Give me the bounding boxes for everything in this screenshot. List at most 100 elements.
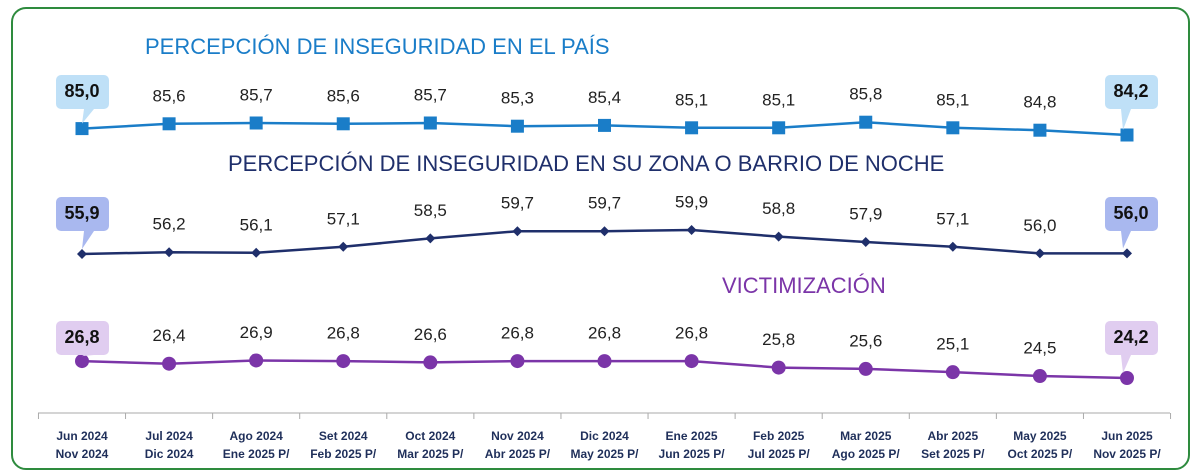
- marker: [773, 231, 784, 242]
- value-label: 26,8: [588, 324, 621, 343]
- marker: [599, 226, 610, 237]
- callout: [1105, 197, 1158, 249]
- marker: [510, 354, 525, 369]
- marker: [597, 354, 612, 369]
- value-label: 85,6: [327, 86, 360, 105]
- x-tick-label: Abr 2025 P/: [485, 447, 551, 461]
- value-label: 24,2: [1113, 327, 1148, 347]
- value-label: 25,1: [936, 335, 969, 354]
- value-label: 26,8: [501, 324, 534, 343]
- x-tick-label: Feb 2025: [753, 429, 805, 443]
- value-label: 57,1: [936, 209, 969, 228]
- x-tick-label: Nov 2024: [491, 429, 544, 443]
- series-title: VICTIMIZACIÓN: [722, 273, 886, 298]
- value-label: 26,8: [675, 324, 708, 343]
- x-tick-label: Abr 2025: [927, 429, 978, 443]
- x-tick-label: Jun 2025: [1101, 429, 1153, 443]
- marker: [510, 119, 524, 133]
- marker: [947, 241, 958, 252]
- value-label: 26,4: [153, 326, 186, 345]
- value-label: 58,5: [414, 201, 447, 220]
- value-label: 85,1: [675, 90, 708, 109]
- x-tick-label: Nov 2024: [56, 447, 109, 461]
- marker: [249, 116, 263, 130]
- value-label: 25,6: [849, 331, 882, 350]
- marker: [164, 247, 175, 258]
- value-label: 58,8: [762, 199, 795, 218]
- callout: [1105, 75, 1158, 130]
- value-label: 85,8: [849, 85, 882, 104]
- callout: [56, 321, 109, 357]
- marker: [77, 249, 87, 259]
- value-label: 59,9: [675, 192, 708, 211]
- x-tick-label: Jul 2025 P/: [748, 447, 811, 461]
- marker: [512, 226, 523, 237]
- marker: [1120, 371, 1134, 385]
- marker: [423, 116, 437, 130]
- value-label: 85,1: [936, 90, 969, 109]
- marker: [1034, 248, 1045, 259]
- x-tick-label: May 2025: [1013, 429, 1067, 443]
- marker: [336, 354, 351, 369]
- value-label: 26,6: [414, 325, 447, 344]
- marker: [598, 118, 611, 132]
- value-label: 85,6: [153, 86, 186, 105]
- x-tick-label: Oct 2024: [405, 429, 455, 443]
- callout: [56, 75, 109, 124]
- marker: [423, 355, 438, 370]
- marker: [338, 241, 349, 252]
- x-tick-label: Nov 2025 P/: [1093, 447, 1161, 461]
- value-label: 24,5: [1023, 339, 1056, 358]
- frame: [11, 7, 1190, 470]
- marker: [859, 115, 873, 129]
- marker: [336, 117, 350, 131]
- marker: [162, 356, 177, 371]
- x-tick-label: May 2025 P/: [570, 447, 639, 461]
- marker: [945, 365, 960, 380]
- x-tick-label: Jul 2024: [145, 429, 193, 443]
- value-label: 55,9: [64, 203, 99, 223]
- marker: [1120, 128, 1134, 142]
- marker: [1033, 123, 1047, 137]
- marker: [858, 361, 873, 376]
- value-label: 85,7: [414, 85, 447, 104]
- series-title: PERCEPCIÓN DE INSEGURIDAD EN EL PAÍS: [145, 34, 610, 59]
- value-label: 85,1: [762, 90, 795, 109]
- marker: [860, 237, 871, 247]
- x-tick-label: Set 2024: [319, 429, 368, 443]
- marker: [686, 225, 697, 235]
- marker: [249, 353, 264, 368]
- x-tick-label: Jun 2024: [56, 429, 108, 443]
- marker: [685, 121, 699, 135]
- value-label: 85,3: [501, 89, 534, 108]
- x-tick-label: Set 2025 P/: [921, 447, 985, 461]
- marker: [162, 117, 176, 131]
- marker: [251, 247, 262, 258]
- value-label: 59,7: [501, 194, 534, 213]
- marker: [75, 354, 89, 369]
- value-label: 56,0: [1023, 216, 1056, 235]
- callout: [56, 197, 109, 249]
- value-label: 26,8: [327, 324, 360, 343]
- value-label: 57,1: [327, 209, 360, 228]
- value-label: 25,8: [762, 330, 795, 349]
- marker: [1122, 248, 1132, 259]
- marker: [1032, 369, 1047, 384]
- value-label: 26,9: [240, 323, 273, 342]
- marker: [425, 233, 436, 244]
- marker: [772, 121, 786, 135]
- x-tick-label: Feb 2025 P/: [310, 447, 377, 461]
- value-label: 26,8: [64, 327, 99, 347]
- value-label: 85,4: [588, 88, 621, 107]
- marker: [771, 360, 786, 375]
- x-tick-label: Ene 2025: [666, 429, 718, 443]
- callout: [1105, 321, 1158, 373]
- value-label: 84,8: [1023, 93, 1056, 112]
- series-title: PERCEPCIÓN DE INSEGURIDAD EN SU ZONA O B…: [228, 151, 944, 176]
- x-tick-label: Oct 2025 P/: [1008, 447, 1073, 461]
- value-label: 84,2: [1113, 81, 1148, 101]
- marker: [946, 121, 960, 135]
- x-tick-label: Dic 2024: [580, 429, 629, 443]
- x-tick-label: Mar 2025: [840, 429, 892, 443]
- x-tick-label: Jun 2025 P/: [659, 447, 726, 461]
